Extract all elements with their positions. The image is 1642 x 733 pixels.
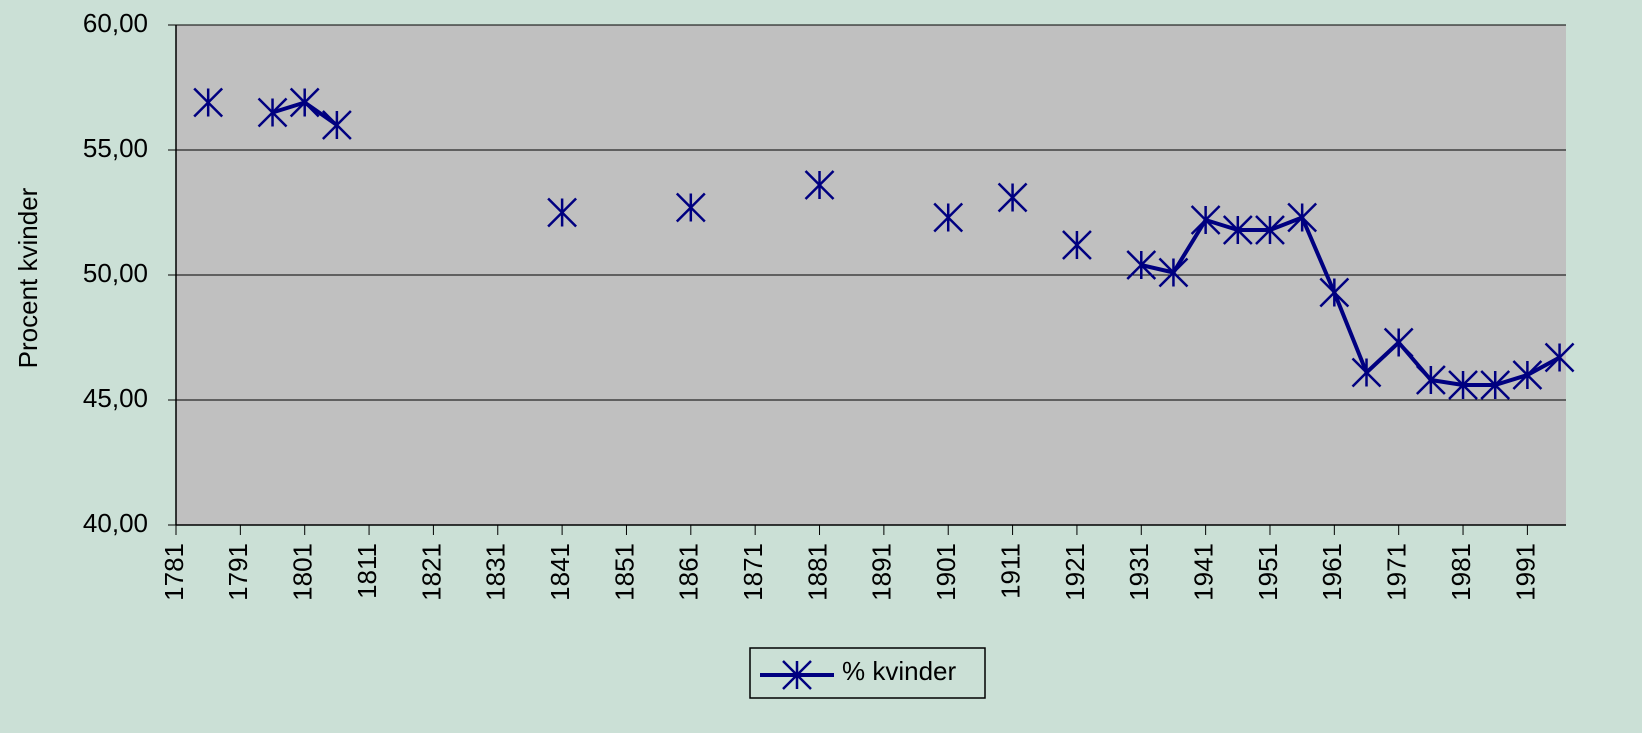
x-tick-label: 1931 bbox=[1124, 543, 1154, 601]
marker bbox=[257, 97, 288, 128]
x-tick-label: 1941 bbox=[1189, 543, 1219, 601]
x-tick-label: 1861 bbox=[674, 543, 704, 601]
y-tick-label: 45,00 bbox=[83, 383, 148, 413]
marker bbox=[1383, 327, 1414, 358]
marker bbox=[1544, 342, 1575, 373]
x-tick-label: 1991 bbox=[1510, 543, 1540, 601]
x-tick-label: 1811 bbox=[352, 543, 382, 599]
marker bbox=[321, 110, 352, 140]
x-tick-label: 1971 bbox=[1382, 543, 1412, 601]
marker bbox=[1255, 215, 1285, 245]
marker bbox=[1319, 277, 1350, 308]
marker bbox=[804, 170, 835, 200]
marker bbox=[782, 660, 812, 690]
x-tick-label: 1801 bbox=[288, 543, 318, 601]
x-tick-label: 1981 bbox=[1446, 543, 1476, 601]
y-tick-label: 40,00 bbox=[83, 508, 148, 538]
x-tick-label: 1831 bbox=[481, 543, 511, 601]
marker bbox=[1351, 357, 1382, 388]
y-tick-label: 55,00 bbox=[83, 133, 148, 163]
legend-label: % kvinder bbox=[842, 656, 956, 686]
x-tick-label: 1871 bbox=[738, 543, 768, 601]
legend: % kvinder bbox=[749, 647, 986, 699]
marker bbox=[1512, 360, 1543, 390]
marker bbox=[1126, 250, 1157, 280]
marker bbox=[289, 87, 320, 118]
marker bbox=[997, 182, 1028, 213]
x-tick-label: 1911 bbox=[995, 543, 1025, 599]
x-tick-label: 1781 bbox=[159, 543, 189, 601]
x-tick-label: 1901 bbox=[931, 543, 961, 601]
marker bbox=[1480, 370, 1511, 400]
marker bbox=[193, 87, 224, 118]
x-tick-label: 1881 bbox=[802, 543, 832, 601]
marker bbox=[675, 192, 706, 223]
x-tick-label: 1851 bbox=[609, 543, 639, 601]
marker bbox=[1190, 205, 1221, 235]
x-tick-label: 1841 bbox=[545, 543, 575, 601]
marker bbox=[1448, 370, 1478, 400]
x-tick-label: 1891 bbox=[867, 543, 897, 601]
marker bbox=[933, 202, 964, 233]
marker bbox=[1222, 215, 1253, 245]
marker bbox=[547, 197, 577, 228]
marker bbox=[1415, 365, 1446, 395]
marker bbox=[1062, 230, 1092, 260]
y-axis-title: Procent kvinder bbox=[13, 187, 43, 368]
marker bbox=[1158, 257, 1189, 288]
marker bbox=[1287, 202, 1318, 233]
x-tick-label: 1791 bbox=[223, 543, 253, 601]
x-tick-label: 1921 bbox=[1060, 543, 1090, 601]
x-tick-label: 1821 bbox=[416, 543, 446, 601]
y-tick-label: 60,00 bbox=[83, 8, 148, 38]
x-tick-label: 1951 bbox=[1253, 543, 1283, 601]
y-tick-label: 50,00 bbox=[83, 258, 148, 288]
x-tick-label: 1961 bbox=[1317, 543, 1347, 601]
